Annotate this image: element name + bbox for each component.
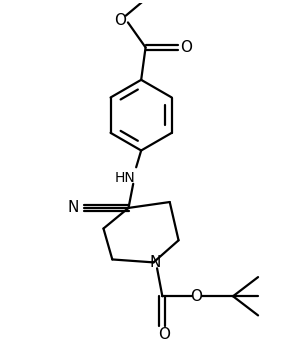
Text: O: O	[190, 289, 202, 304]
Text: O: O	[180, 40, 192, 55]
Text: O: O	[158, 327, 170, 342]
Text: N: N	[149, 255, 161, 270]
Text: HN: HN	[115, 171, 135, 185]
Text: N: N	[67, 200, 79, 216]
Text: O: O	[115, 13, 127, 28]
